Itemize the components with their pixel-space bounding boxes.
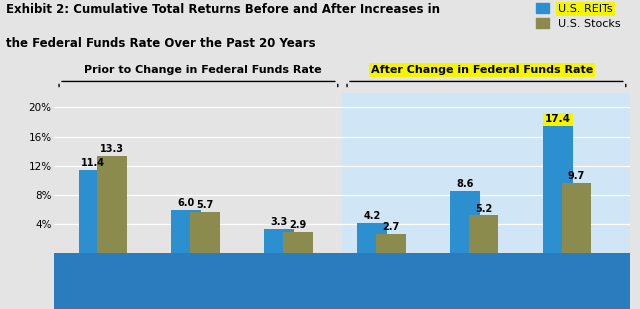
Bar bbox=[190, 212, 220, 253]
Bar bbox=[97, 156, 127, 253]
Text: 5.7: 5.7 bbox=[196, 200, 214, 210]
Text: Exhibit 2: Cumulative Total Returns Before and After Increases in: Exhibit 2: Cumulative Total Returns Befo… bbox=[6, 3, 440, 16]
Bar bbox=[342, 93, 630, 253]
Text: 2.9: 2.9 bbox=[289, 220, 307, 231]
Bar bbox=[79, 170, 108, 253]
Text: the Federal Funds Rate Over the Past 20 Years: the Federal Funds Rate Over the Past 20 … bbox=[6, 37, 316, 50]
Bar bbox=[562, 183, 591, 253]
Bar bbox=[283, 232, 313, 253]
Legend: U.S. REITs, U.S. Stocks: U.S. REITs, U.S. Stocks bbox=[531, 0, 625, 33]
Bar bbox=[543, 126, 573, 253]
Text: Prior to Change in Federal Funds Rate: Prior to Change in Federal Funds Rate bbox=[84, 65, 322, 75]
Text: 6.0: 6.0 bbox=[178, 198, 195, 208]
Bar bbox=[468, 215, 499, 253]
Text: 17.4: 17.4 bbox=[545, 114, 571, 125]
Text: 8.6: 8.6 bbox=[456, 179, 474, 189]
Bar bbox=[357, 223, 387, 253]
Text: 3.3: 3.3 bbox=[271, 218, 288, 227]
Bar bbox=[264, 229, 294, 253]
Text: 9.7: 9.7 bbox=[568, 171, 585, 181]
Text: 2.7: 2.7 bbox=[382, 222, 399, 232]
Text: After Change in Federal Funds Rate: After Change in Federal Funds Rate bbox=[371, 65, 593, 75]
Text: 11.4: 11.4 bbox=[81, 158, 106, 168]
Text: 4.2: 4.2 bbox=[364, 211, 381, 221]
Text: 13.3: 13.3 bbox=[100, 144, 124, 154]
Bar bbox=[172, 210, 201, 253]
Bar bbox=[376, 234, 406, 253]
Bar bbox=[450, 191, 480, 253]
Text: 5.2: 5.2 bbox=[475, 204, 492, 214]
